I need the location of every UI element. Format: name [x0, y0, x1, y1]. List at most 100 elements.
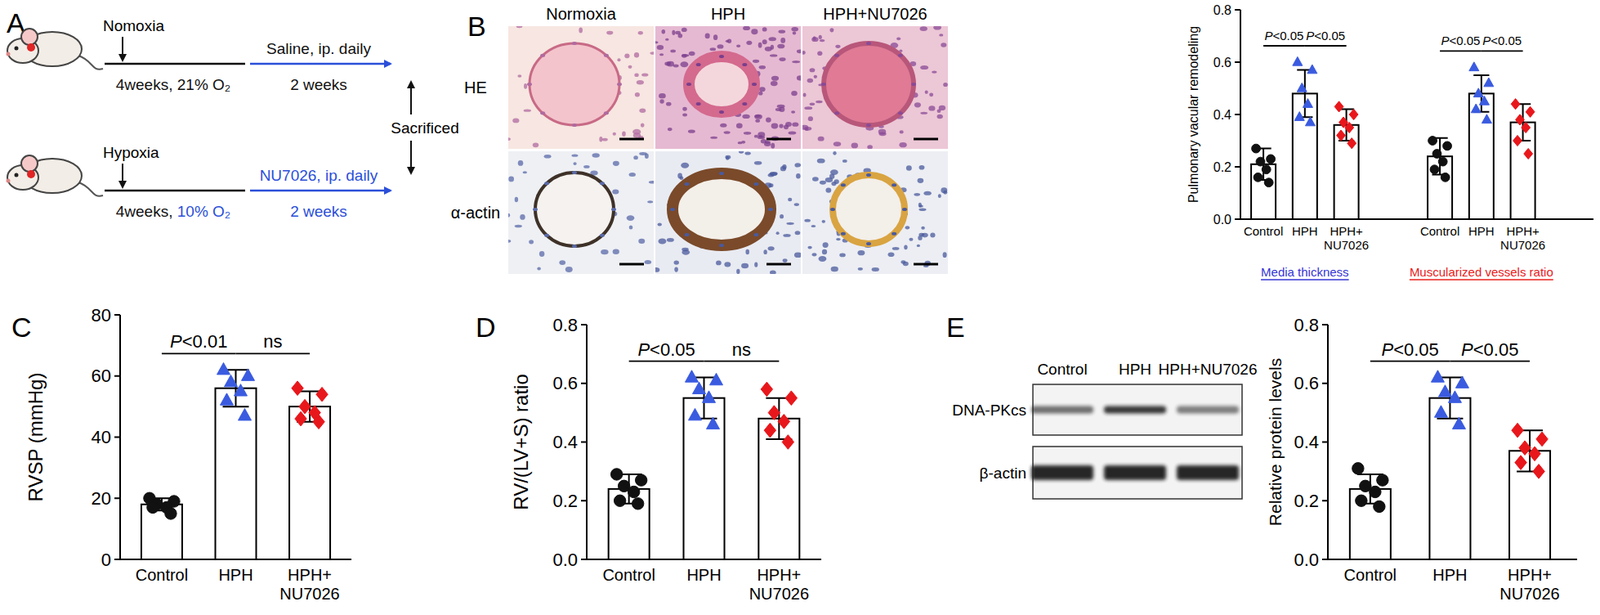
shape	[681, 247, 689, 252]
shape	[758, 42, 763, 49]
x-tick-label: Control	[135, 565, 188, 584]
y-tick	[114, 436, 121, 438]
shape	[508, 137, 511, 141]
shape	[778, 57, 786, 62]
shape	[902, 207, 908, 211]
protein-label: β-actin	[979, 464, 1027, 482]
label-part: 4weeks,	[116, 202, 178, 220]
shape	[745, 249, 750, 255]
shape	[802, 50, 806, 55]
scale-bar	[619, 263, 644, 266]
data-point	[1524, 147, 1533, 159]
annotation: P<0.01	[169, 330, 228, 352]
data-point	[1525, 106, 1535, 117]
shape	[21, 28, 38, 45]
shape	[536, 266, 541, 270]
y-tick	[1234, 61, 1241, 63]
shape	[673, 64, 680, 68]
data-point	[1528, 446, 1541, 461]
y-tick	[581, 382, 587, 385]
label-part: NU7026	[1500, 237, 1546, 252]
shape	[629, 172, 636, 177]
data-point	[1347, 138, 1357, 149]
column-title: Normoxia	[545, 4, 617, 23]
shape	[794, 251, 801, 258]
blot-band	[1103, 406, 1167, 414]
y-tick	[1322, 382, 1328, 385]
shape	[903, 244, 908, 250]
shape	[626, 214, 635, 221]
shape	[914, 102, 921, 108]
shape	[812, 252, 818, 256]
shape	[741, 62, 747, 67]
shape	[765, 116, 772, 122]
shape	[918, 202, 922, 208]
y-tick	[114, 558, 121, 560]
annotation-part: <0.05	[1272, 28, 1304, 43]
shape	[788, 130, 797, 135]
x-tick-label: HPH	[218, 565, 253, 584]
shape	[764, 46, 773, 52]
shape	[598, 136, 603, 143]
data-point	[1253, 172, 1263, 182]
shape	[817, 50, 823, 56]
y-tick-label: 20	[91, 487, 112, 509]
data-point	[241, 368, 255, 380]
shape	[647, 200, 653, 203]
shape	[899, 129, 904, 134]
label: 4weeks, 10% O₂	[116, 202, 231, 220]
annotation: P<0.05	[1381, 339, 1439, 360]
shape	[705, 33, 711, 40]
shape	[867, 144, 873, 149]
shape	[719, 54, 725, 59]
shape	[715, 259, 722, 265]
comparison-line	[161, 352, 237, 354]
annotation-part: <0.05	[1313, 28, 1346, 43]
shape	[688, 129, 696, 133]
annotation-part: <0.05	[1448, 33, 1480, 48]
data-point	[1352, 462, 1364, 474]
y-tick-label: 0.0	[1293, 549, 1319, 570]
label-part: 10% O₂	[177, 202, 231, 220]
shape	[681, 53, 688, 59]
comparison-line	[1370, 360, 1451, 363]
shape	[768, 245, 775, 251]
shape	[782, 258, 788, 263]
y-tick-label: 0.2	[552, 490, 578, 511]
shape	[719, 171, 725, 175]
shape	[779, 214, 784, 219]
shape	[681, 27, 688, 32]
shape	[791, 26, 799, 32]
shape	[831, 181, 836, 186]
y-tick	[581, 558, 587, 560]
data-point	[706, 416, 720, 429]
comparison-line	[629, 360, 705, 363]
blot-band	[1176, 406, 1239, 414]
annotation-part: <0.05	[1393, 339, 1440, 360]
shape	[834, 111, 840, 115]
shape	[918, 207, 926, 211]
shape	[611, 207, 617, 211]
shape	[791, 60, 800, 63]
shape	[786, 222, 794, 225]
shape	[512, 117, 519, 123]
bar	[215, 388, 257, 559]
shape	[680, 162, 689, 169]
micrograph	[802, 26, 948, 149]
shape	[719, 123, 727, 128]
y-tick-label: 60	[91, 365, 112, 386]
shape	[688, 56, 755, 112]
annotation: P<0.05	[1305, 28, 1346, 43]
shape	[812, 35, 816, 41]
label-part: HPH+	[756, 565, 801, 584]
shape	[741, 114, 750, 119]
shape	[768, 207, 774, 211]
shape	[902, 261, 909, 267]
label-part: HPH+	[1506, 223, 1540, 238]
scale-bar	[913, 138, 939, 141]
plot-marks	[1349, 370, 1551, 559]
data-point	[1532, 464, 1545, 479]
shape	[666, 237, 675, 242]
shape	[822, 249, 827, 255]
shape	[572, 244, 577, 248]
